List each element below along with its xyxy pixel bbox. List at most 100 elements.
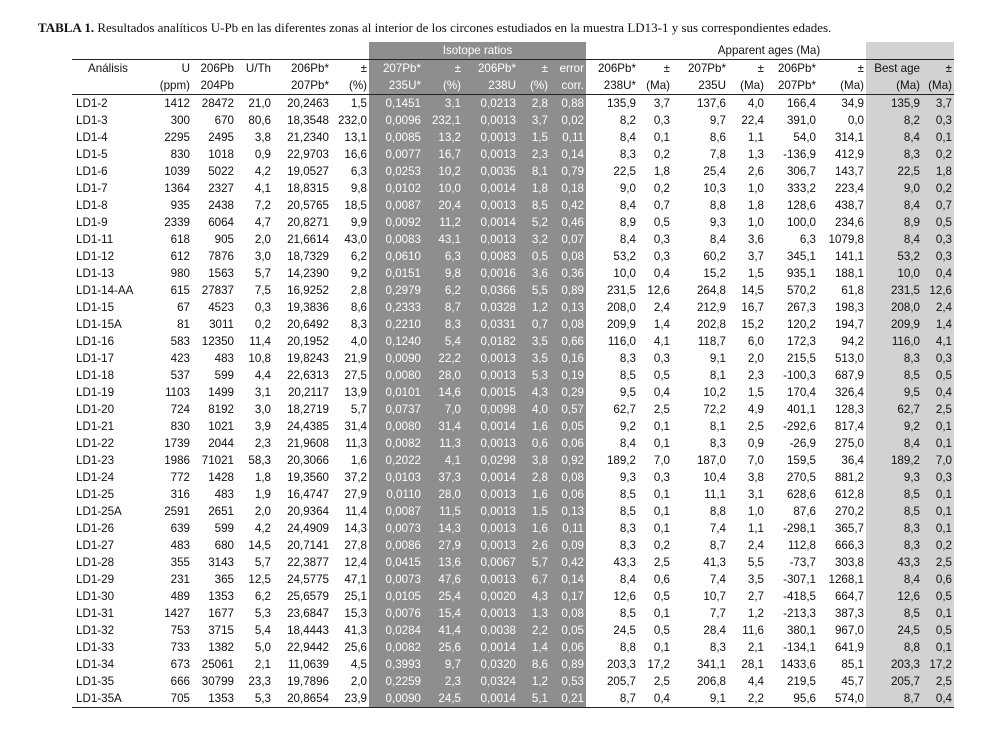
analysis-id-cell: LD1-17 [76,352,115,365]
table-cell: 673 [170,658,190,671]
table-cell: 6,2 [423,282,463,299]
table-cell: 1412 [164,97,190,110]
table-cell: 61,8 [841,284,864,297]
table-cell: 20,1952 [287,335,329,348]
table-cell: 0,4 [653,267,670,280]
table-cell: 5,7 [254,556,271,569]
table-cell: 4,1 [653,335,670,348]
table-cell: 8,7 [586,690,638,708]
table-cell: 135,9 [866,94,922,112]
table-cell: 0,2 [922,146,954,163]
apparent-ages-group: Apparent ages (Ma) [672,42,866,60]
analysis-id-cell: LD1-5 [76,148,108,161]
table-cell: 209,9 [866,316,922,333]
table-cell: 0,92 [550,452,586,469]
table-cell: 8,3 [866,537,922,554]
table-cell: 7,7 [709,607,726,620]
table-cell: 5022 [208,165,234,178]
table-cell: 0,5 [518,248,550,265]
table-cell: 0,4 [653,386,670,399]
table-cell: 37,3 [423,469,463,486]
table-cell: 355 [170,556,190,569]
table-cell: 7,8 [709,148,726,161]
column-header: 238U [463,77,518,95]
table-cell: 0,0013 [463,146,518,163]
table-cell: 0,0284 [369,622,423,639]
table-cell: 0,17 [550,588,586,605]
table-cell: 11,4 [345,505,367,518]
table-cell: 0,9 [254,148,271,161]
table-cell: 1427 [164,607,190,620]
table-cell: 599 [214,522,234,535]
table-row: LD1-35A 705 1353 5,3 20,8654 23,9 0,0090 24,5 0,… [72,690,954,708]
table-cell: 0,5 [653,624,670,637]
table-cell: 166,4 [786,97,816,110]
u-pb-results-table: Isotope ratios Apparent ages (Ma) Anális… [72,42,954,708]
table-cell: 0,0110 [369,486,423,503]
table-cell: 0,0014 [463,418,518,435]
analysis-id-cell: LD1-20 [76,403,115,416]
table-cell: 67 [177,301,190,314]
table-cell: 1079,8 [828,233,864,246]
analysis-id-cell: LD1-34 [76,658,115,671]
table-cell: 20,5765 [287,199,329,212]
table-cell: 0,0077 [369,146,423,163]
table-cell: 5,4 [423,333,463,350]
table-cell: 0,0082 [369,435,423,452]
table-cell: 8,7 [709,539,726,552]
table-cell: 0,08 [550,316,586,333]
table-cell: 0,57 [550,401,586,418]
table-cell: 2,0 [254,505,271,518]
column-header: (Ma) [922,77,954,95]
table-cell: 11,4 [249,335,271,348]
table-cell: 0,0014 [463,214,518,231]
table-cell: 0,1 [653,641,670,654]
table-cell: 639 [170,522,190,535]
table-cell: 2,6 [518,537,550,554]
table-cell: 0,0087 [369,503,423,520]
table-cell: 3,8 [518,452,550,469]
table-cell: 72,2 [703,403,726,416]
table-cell: 8,3 [709,641,726,654]
table-cell: 9,2 [866,418,922,435]
table-cell: 1677 [208,607,234,620]
table-cell: 0,42 [550,554,586,571]
analysis-id-cell: LD1-2 [76,97,108,110]
table-cell: 19,8243 [287,352,329,365]
table-cell: 341,1 [696,658,726,671]
table-cell: -73,7 [789,556,816,569]
table-cell: 4,3 [518,384,550,401]
column-header: (Ma) [638,77,672,95]
table-cell: 8,3 [866,146,922,163]
table-cell: 664,7 [834,590,864,603]
table-cell: 1,8 [653,165,670,178]
table-cell: 12,6 [613,590,636,603]
table-cell: 25,6 [344,641,367,654]
table-cell: 30799 [201,675,234,688]
column-header: corr. [550,77,586,95]
table-cell: -26,9 [789,437,816,450]
table-cell: 19,0527 [287,165,329,178]
table-cell: 2,7 [747,590,764,603]
table-cell: 9,3 [866,469,922,486]
analysis-id-cell: LD1-8 [76,199,108,212]
analysis-id-cell: LD1-32 [76,624,115,637]
table-cell: 2044 [208,437,234,450]
table-cell: 365,7 [834,522,864,535]
analysis-id-cell: LD1-15 [76,301,115,314]
table-cell: 8,6 [350,301,367,314]
table-cell: 18,7329 [287,250,329,263]
table-cell: 21,0 [248,97,271,110]
table-cell: 0,2022 [369,452,423,469]
table-cell: 206,8 [696,675,726,688]
table-cell: 0,66 [550,333,586,350]
table-cell: 28,0 [423,367,463,384]
table-cell: 0,1 [653,420,670,433]
table-row: LD1-2 1412 28472 21,0 20,2463 1,5 0,1451 3,1 0,0… [72,94,954,112]
table-cell: 8,8 [709,505,726,518]
table-cell: 0,6 [518,435,550,452]
column-header: 206Pb* [586,59,638,77]
table-cell: 8,5 [619,607,636,620]
table-cell: 34,9 [841,97,864,110]
table-cell: 234,6 [834,216,864,229]
